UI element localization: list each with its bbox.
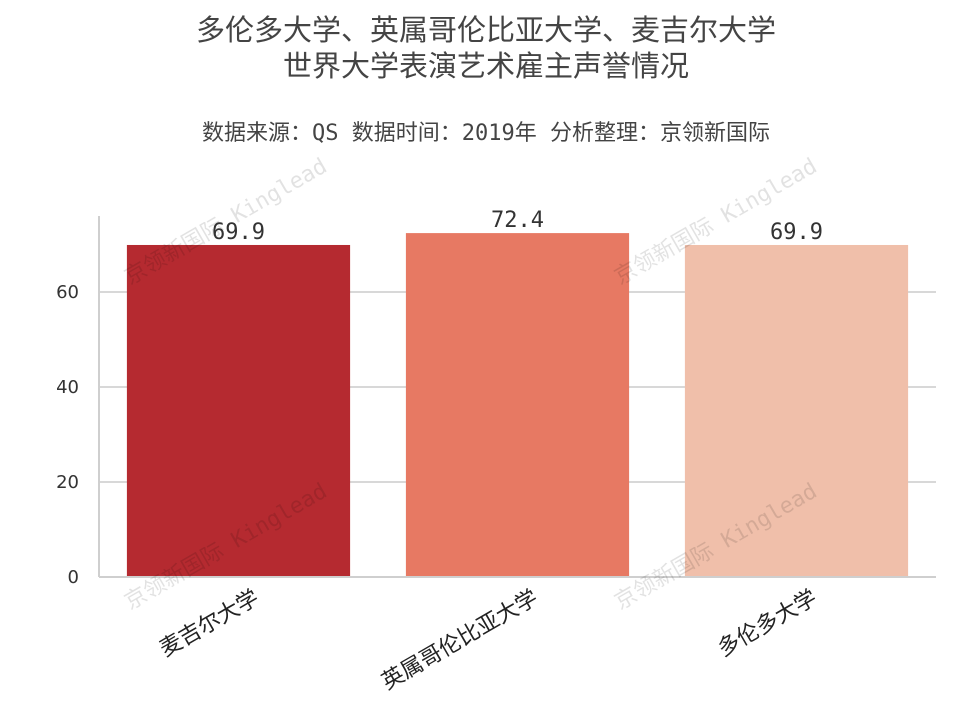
bar	[684, 244, 909, 577]
category-labels: 麦吉尔大学 英属哥伦比亚大学 多伦多大学	[156, 586, 822, 696]
y-tick-label: 20	[56, 472, 79, 493]
y-tick-label: 40	[56, 377, 79, 398]
data-labels: 69.9 72.4 69.9	[212, 208, 823, 245]
y-tick-labels: 0 20 40 60	[56, 282, 79, 588]
category-label: 英属哥伦比亚大学	[378, 586, 543, 696]
chart-title-line-1: 多伦多大学、英属哥伦比亚大学、麦吉尔大学	[196, 13, 776, 47]
y-tick-label: 0	[68, 567, 79, 588]
data-label: 72.4	[491, 208, 544, 233]
category-label: 多伦多大学	[714, 586, 822, 663]
chart-subtitle: 数据来源：QS 数据时间：2019年 分析整理：京领新国际	[202, 121, 770, 146]
data-label: 69.9	[212, 220, 265, 245]
data-label: 69.9	[770, 220, 823, 245]
bars	[126, 233, 909, 577]
chart-title-line-2: 世界大学表演艺术雇主声誉情况	[283, 49, 689, 83]
y-tick-label: 60	[56, 282, 79, 303]
bar	[405, 233, 630, 577]
bar	[126, 244, 351, 577]
axes	[98, 216, 936, 578]
category-label: 麦吉尔大学	[156, 586, 264, 663]
